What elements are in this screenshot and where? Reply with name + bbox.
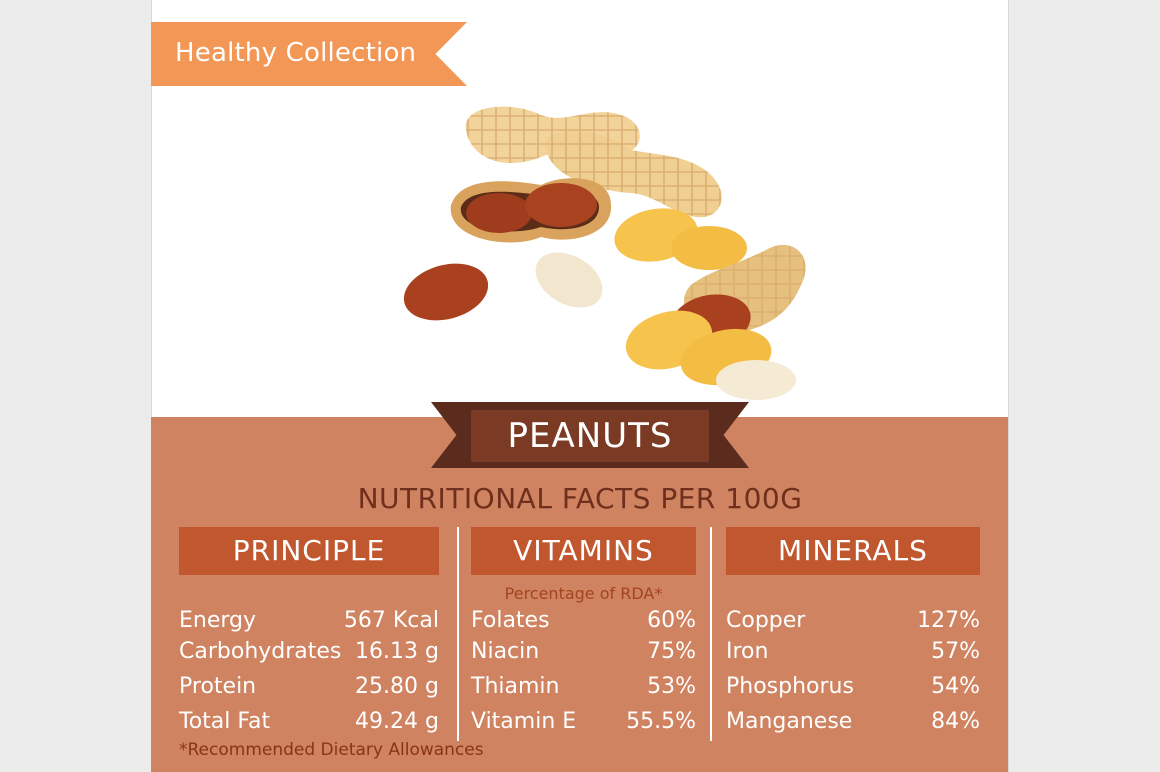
nutrient-value: 16.13 g xyxy=(355,639,439,664)
nutrient-value: 127% xyxy=(917,608,980,633)
table-row: Manganese 84% xyxy=(726,709,980,734)
nutrient-value: 567 Kcal xyxy=(343,608,439,633)
peanut-shell-long xyxy=(545,131,722,218)
table-row: Iron 57% xyxy=(726,639,980,664)
table-row: Protein 25.80 g xyxy=(179,674,439,699)
vitamins-heading: VITAMINS xyxy=(471,527,696,575)
table-row: Vitamin E 55.5% xyxy=(471,709,696,734)
nutrient-name: Phosphorus xyxy=(726,674,854,699)
nutrition-panel xyxy=(151,417,1009,772)
principle-heading: PRINCIPLE xyxy=(179,527,439,575)
column-divider xyxy=(710,527,712,741)
rda-footnote: *Recommended Dietary Allowances xyxy=(179,740,484,760)
nutrient-name: Protein xyxy=(179,674,257,699)
nutrient-name: Total Fat xyxy=(179,709,271,734)
table-row: Phosphorus 54% xyxy=(726,674,980,699)
table-row: Copper 127% xyxy=(726,608,980,633)
nutrient-name: Vitamin E xyxy=(471,709,577,734)
nutrient-name: Niacin xyxy=(471,639,540,664)
nutrient-value: 53% xyxy=(647,674,696,699)
healthy-collection-ribbon: Healthy Collection xyxy=(151,22,467,86)
column-divider xyxy=(457,527,459,741)
red-peanut-left xyxy=(403,263,489,321)
open-peanut-shell xyxy=(450,178,612,243)
nutrient-name: Folates xyxy=(471,608,550,633)
ribbon-label: Healthy Collection xyxy=(175,38,417,68)
nutrient-value: 60% xyxy=(647,608,696,633)
table-row: Total Fat 49.24 g xyxy=(179,709,439,734)
white-peanut-center xyxy=(535,252,603,308)
nutrient-value: 25.80 g xyxy=(355,674,439,699)
white-peanut-bottom xyxy=(716,360,796,400)
infographic-card: Healthy Collection xyxy=(151,0,1009,772)
page-title: PEANUTS xyxy=(507,416,673,456)
table-row: Thiamin 53% xyxy=(471,674,696,699)
yellow-peanut-right-b xyxy=(671,226,747,270)
table-row: Folates 60% xyxy=(471,608,696,633)
nutrient-value: 49.24 g xyxy=(355,709,439,734)
nutrient-name: Manganese xyxy=(726,709,853,734)
nutrient-value: 57% xyxy=(931,639,980,664)
table-row: Niacin 75% xyxy=(471,639,696,664)
nutrient-name: Carbohydrates xyxy=(179,639,342,664)
nutrient-value: 84% xyxy=(931,709,980,734)
nutrient-name: Copper xyxy=(726,608,806,633)
peanuts-illustration xyxy=(403,106,806,400)
table-row: Carbohydrates 16.13 g xyxy=(179,639,439,664)
nutrient-value: 75% xyxy=(647,639,696,664)
table-row: Energy 567 Kcal xyxy=(179,608,439,633)
nutrient-value: 55.5% xyxy=(626,709,696,734)
nutrient-value: 54% xyxy=(931,674,980,699)
rda-note: Percentage of RDA* xyxy=(504,584,663,603)
minerals-heading: MINERALS xyxy=(726,527,980,575)
nutrient-name: Thiamin xyxy=(471,674,560,699)
title-banner: PEANUTS xyxy=(431,402,749,468)
nutrient-name: Energy xyxy=(179,608,257,633)
nutrient-name: Iron xyxy=(726,639,769,664)
nutrition-subtitle: NUTRITIONAL FACTS PER 100G xyxy=(357,482,803,515)
